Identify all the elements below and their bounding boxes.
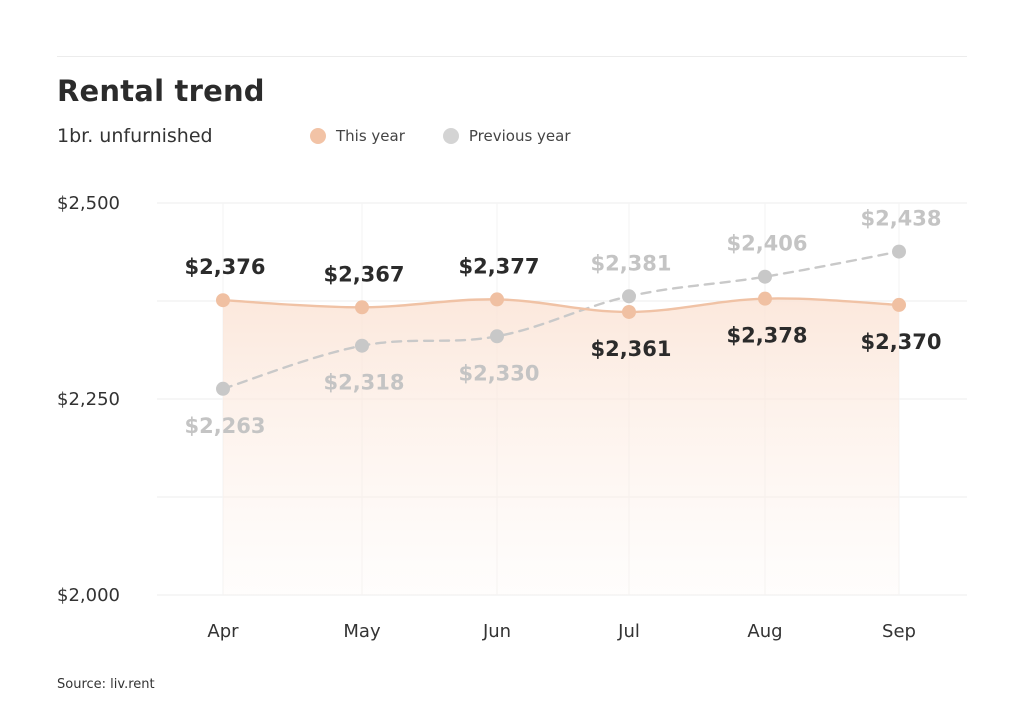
- previous-year-label-jun: $2,330: [458, 361, 539, 385]
- this-year-line: [222, 297, 900, 314]
- previous-year-label-jul: $2,381: [590, 251, 671, 275]
- legend-dot-this-year-icon: [310, 128, 326, 144]
- legend-item-this-year: This year: [310, 127, 405, 145]
- previous-year-point-aug: [758, 269, 772, 284]
- x-tick-label-aug: Aug: [747, 621, 782, 642]
- previous-year-label-sep: $2,438: [860, 207, 941, 231]
- previous-year-point-jul: [622, 289, 636, 304]
- this-year-point-apr: [216, 293, 230, 308]
- legend-dot-previous-year-icon: [442, 128, 459, 144]
- this-year-point-may: [355, 300, 369, 315]
- this-year-point-aug: [758, 291, 772, 306]
- this-year-label-apr: $2,376: [184, 255, 265, 279]
- this-year-label-sep: $2,370: [860, 330, 941, 354]
- this-year-label-aug: $2,378: [726, 324, 807, 348]
- chart-title: Rental trend: [57, 74, 265, 108]
- previous-year-point-sep: [892, 244, 906, 259]
- previous-year-label-apr: $2,263: [184, 414, 265, 438]
- this-year-label-jul: $2,361: [590, 337, 671, 361]
- previous-year-line: [221, 250, 901, 391]
- this-year-label-jun: $2,377: [458, 254, 539, 278]
- y-tick-label: $2,000: [57, 585, 120, 606]
- this-year-point-jun: [490, 292, 504, 307]
- previous-year-point-apr: [216, 381, 230, 396]
- x-tick-label-sep: Sep: [882, 621, 916, 642]
- y-tick-label: $2,500: [57, 193, 120, 214]
- x-tick-label-jul: Jul: [617, 621, 640, 642]
- top-divider: [57, 56, 967, 57]
- legend: This year Previous year: [310, 127, 609, 145]
- previous-year-label-may: $2,318: [323, 371, 404, 395]
- previous-year-point-may: [355, 338, 369, 353]
- this-year-point-jul: [622, 304, 636, 319]
- this-year-point-sep: [892, 297, 906, 312]
- previous-year-label-aug: $2,406: [726, 232, 807, 256]
- source-note: Source: liv.rent: [57, 677, 155, 692]
- previous-year-point-jun: [490, 329, 504, 344]
- legend-label-previous-year: Previous year: [468, 127, 571, 145]
- x-tick-label-jun: Jun: [482, 621, 511, 642]
- legend-label-this-year: This year: [336, 127, 405, 145]
- this-year-label-may: $2,367: [323, 262, 404, 286]
- this-year-area: [223, 298, 899, 595]
- x-tick-label-may: May: [343, 621, 381, 642]
- x-tick-label-apr: Apr: [207, 621, 239, 642]
- chart-subtitle: 1br. unfurnished: [57, 125, 213, 147]
- legend-item-previous-year: Previous year: [442, 127, 571, 145]
- y-tick-label: $2,250: [57, 389, 120, 410]
